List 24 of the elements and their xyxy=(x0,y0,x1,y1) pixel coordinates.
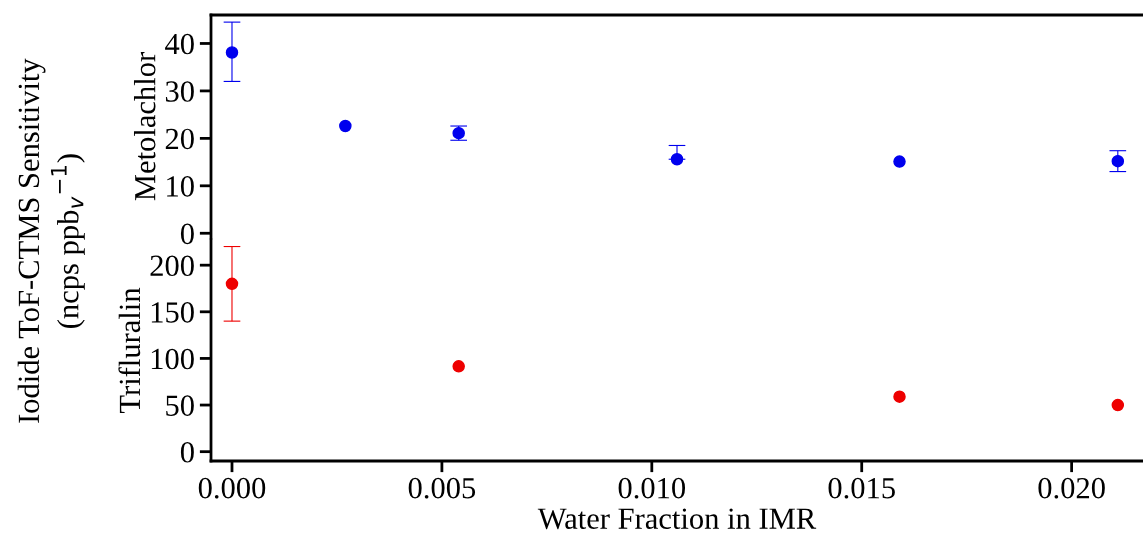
x-tick-label: 0.005 xyxy=(408,477,476,499)
x-tick-label: 0.000 xyxy=(198,477,266,499)
x-tick-label: 0.010 xyxy=(618,477,686,499)
y-tick-label: 10 xyxy=(167,176,194,197)
point xyxy=(893,390,906,403)
text: Iodide ToF-CTMS Sensitivity (ncps ppb$_{v}$$^{−1}$) xyxy=(17,58,85,423)
point xyxy=(1111,398,1125,412)
y-tick-label: 150 xyxy=(151,302,194,323)
x-tick-label: 0.015 xyxy=(828,477,895,499)
y-tick-label: 100 xyxy=(151,348,194,370)
y-tick-label: 30 xyxy=(165,81,194,102)
x-axis-title: Water Fraction in IMR xyxy=(537,508,817,530)
y-axis-title: Metolachlor xyxy=(133,52,156,201)
y-tick-label: 20 xyxy=(165,128,194,150)
point xyxy=(452,360,465,373)
x-tick-label: 0.020 xyxy=(1038,477,1105,499)
point xyxy=(339,119,352,133)
y-tick-label: 40 xyxy=(165,33,194,55)
point xyxy=(893,155,906,168)
y-tick-label: 50 xyxy=(166,395,194,416)
y-tick-label: 200 xyxy=(150,255,194,277)
y-axis-title: Trifluralin xyxy=(118,287,141,414)
y-tick-label: 0 xyxy=(180,223,194,245)
y-tick-label: 0 xyxy=(180,441,194,463)
